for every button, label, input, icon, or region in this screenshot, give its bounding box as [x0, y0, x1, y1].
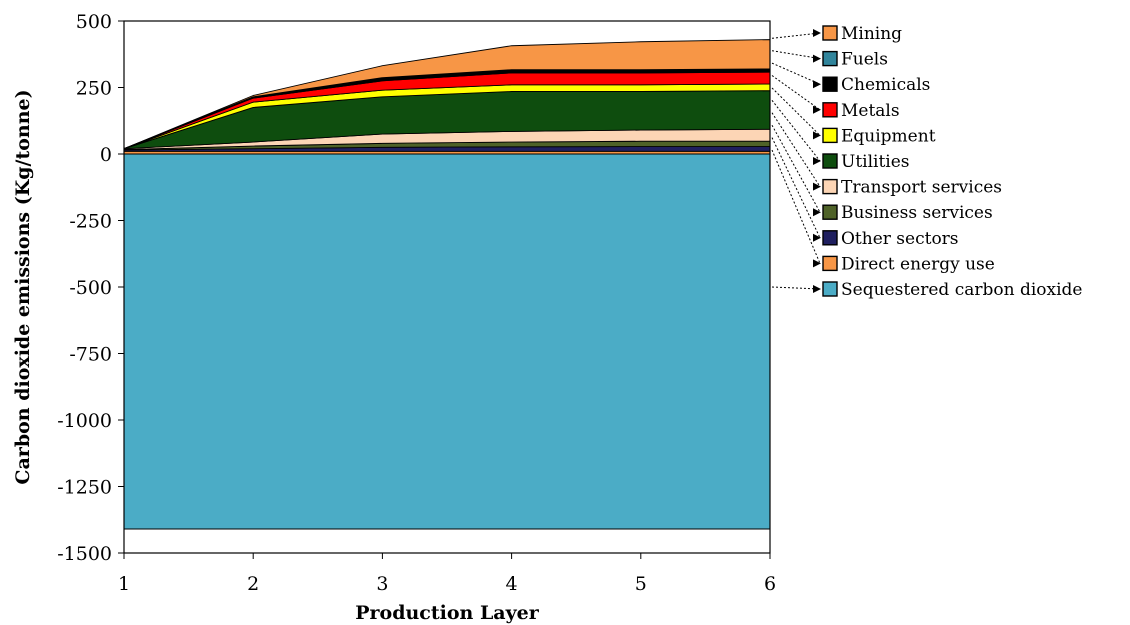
- legend-swatch-business-services: [822, 204, 838, 220]
- legend-leader-line: [771, 32, 821, 39]
- legend-swatch-utilities: [822, 153, 838, 169]
- legend-arrowhead: [813, 54, 821, 63]
- legend-label-fuels: Fuels: [841, 50, 888, 70]
- legend-swatch-other-sectors: [822, 230, 838, 246]
- y-tick-label: 0: [100, 144, 112, 166]
- area-sequestered-carbon-dioxide: [123, 153, 771, 530]
- y-tick-label: 500: [76, 11, 112, 33]
- legend-label-equipment: Equipment: [841, 126, 936, 146]
- legend-arrowhead: [813, 285, 821, 293]
- legend-leader-line: [771, 124, 821, 213]
- legend-swatch-sequestered-carbon-dioxide: [822, 281, 838, 297]
- legend-arrowhead: [813, 208, 821, 217]
- x-tick-label: 2: [247, 573, 259, 595]
- legend-swatch-mining: [822, 25, 838, 41]
- legend-swatch-equipment: [822, 127, 838, 144]
- legend-arrowhead: [813, 105, 821, 114]
- x-tick-label: 3: [376, 573, 388, 595]
- legend-leader-line: [771, 50, 821, 60]
- y-axis-title: Carbon dioxide emissions (Kg/tonne): [12, 89, 34, 484]
- legend-arrowhead: [813, 29, 821, 37]
- legend-leader-line: [771, 87, 821, 136]
- x-tick-label: 1: [118, 573, 130, 595]
- legend-leader-line: [771, 112, 821, 187]
- legend-swatch-fuels: [822, 50, 838, 67]
- legend-leader-line: [771, 286, 821, 290]
- x-tick-label: 4: [506, 573, 518, 595]
- area-layers: [123, 39, 771, 530]
- legend-arrowhead: [813, 182, 821, 191]
- legend-swatch-metals: [822, 102, 838, 118]
- legend-leader-line: [771, 137, 821, 239]
- legend-arrowhead: [813, 157, 821, 165]
- y-axis-ticks: 500 250 0 -250 -500 -750 -1000 -1250 -1500: [57, 11, 124, 565]
- legend-label-utilities: Utilities: [841, 152, 910, 172]
- legend-leader-line: [771, 75, 821, 111]
- legend-arrowhead: [813, 233, 821, 242]
- x-tick-label: 6: [764, 573, 776, 595]
- legend-label-direct-energy-use: Direct energy use: [841, 254, 995, 274]
- legend-arrowhead: [813, 80, 821, 89]
- x-axis-ticks: 1 2 3 4 5 6: [118, 553, 776, 595]
- legend-arrowhead: [813, 131, 821, 140]
- y-tick-label: -500: [69, 277, 112, 299]
- legend-swatch-direct-energy-use: [822, 255, 838, 272]
- y-tick-label: -1000: [57, 410, 112, 432]
- legend-arrowhead: [813, 259, 821, 268]
- legend-swatch-transport-services: [822, 178, 838, 195]
- legend-label-other-sectors: Other sectors: [841, 229, 959, 249]
- legend-label-sequestered-carbon-dioxide: Sequestered carbon dioxide: [841, 280, 1082, 300]
- legend-leader-line: [771, 149, 821, 264]
- y-tick-label: 250: [76, 78, 112, 100]
- legend-label-chemicals: Chemicals: [841, 75, 930, 95]
- legend-swatch-chemicals: [822, 76, 838, 92]
- legend: Mining Fuels Chemicals Metals Equipment Utili…: [771, 24, 1082, 300]
- legend-label-mining: Mining: [841, 24, 902, 44]
- legend-leader-line: [771, 100, 821, 162]
- legend-leader-line: [771, 62, 821, 85]
- legend-label-business-services: Business services: [841, 203, 993, 223]
- legend-label-transport-services: Transport services: [841, 178, 1002, 198]
- legend-label-metals: Metals: [841, 101, 900, 121]
- y-tick-label: -750: [69, 344, 112, 366]
- y-tick-label: -1250: [57, 477, 112, 499]
- y-tick-label: -1500: [57, 543, 112, 565]
- y-tick-label: -250: [69, 211, 112, 233]
- x-tick-label: 5: [635, 573, 647, 595]
- x-axis-title: Production Layer: [355, 602, 540, 624]
